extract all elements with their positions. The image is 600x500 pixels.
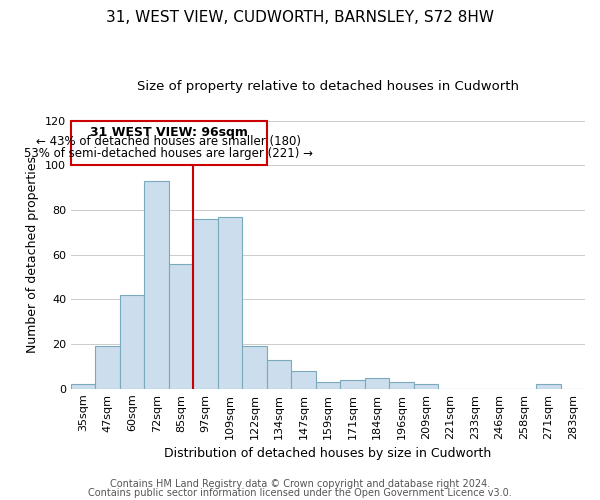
FancyBboxPatch shape [71,120,267,166]
Bar [218,216,242,389]
Bar [316,382,340,389]
Text: Contains public sector information licensed under the Open Government Licence v3: Contains public sector information licen… [88,488,512,498]
Y-axis label: Number of detached properties: Number of detached properties [26,156,40,353]
Title: Size of property relative to detached houses in Cudworth: Size of property relative to detached ho… [137,80,519,93]
Bar [193,219,218,389]
Bar [71,384,95,389]
Bar [267,360,291,389]
Bar [389,382,413,389]
Bar [536,384,560,389]
Text: ← 43% of detached houses are smaller (180): ← 43% of detached houses are smaller (18… [37,136,301,148]
Text: 31, WEST VIEW, CUDWORTH, BARNSLEY, S72 8HW: 31, WEST VIEW, CUDWORTH, BARNSLEY, S72 8… [106,10,494,25]
Bar [169,264,193,389]
Bar [340,380,365,389]
Text: 31 WEST VIEW: 96sqm: 31 WEST VIEW: 96sqm [90,126,248,139]
Bar [365,378,389,389]
Bar [120,295,145,389]
Bar [413,384,438,389]
Bar [291,371,316,389]
Text: 53% of semi-detached houses are larger (221) →: 53% of semi-detached houses are larger (… [25,146,313,160]
Bar [242,346,267,389]
Text: Contains HM Land Registry data © Crown copyright and database right 2024.: Contains HM Land Registry data © Crown c… [110,479,490,489]
Bar [95,346,120,389]
Bar [145,181,169,389]
X-axis label: Distribution of detached houses by size in Cudworth: Distribution of detached houses by size … [164,447,491,460]
